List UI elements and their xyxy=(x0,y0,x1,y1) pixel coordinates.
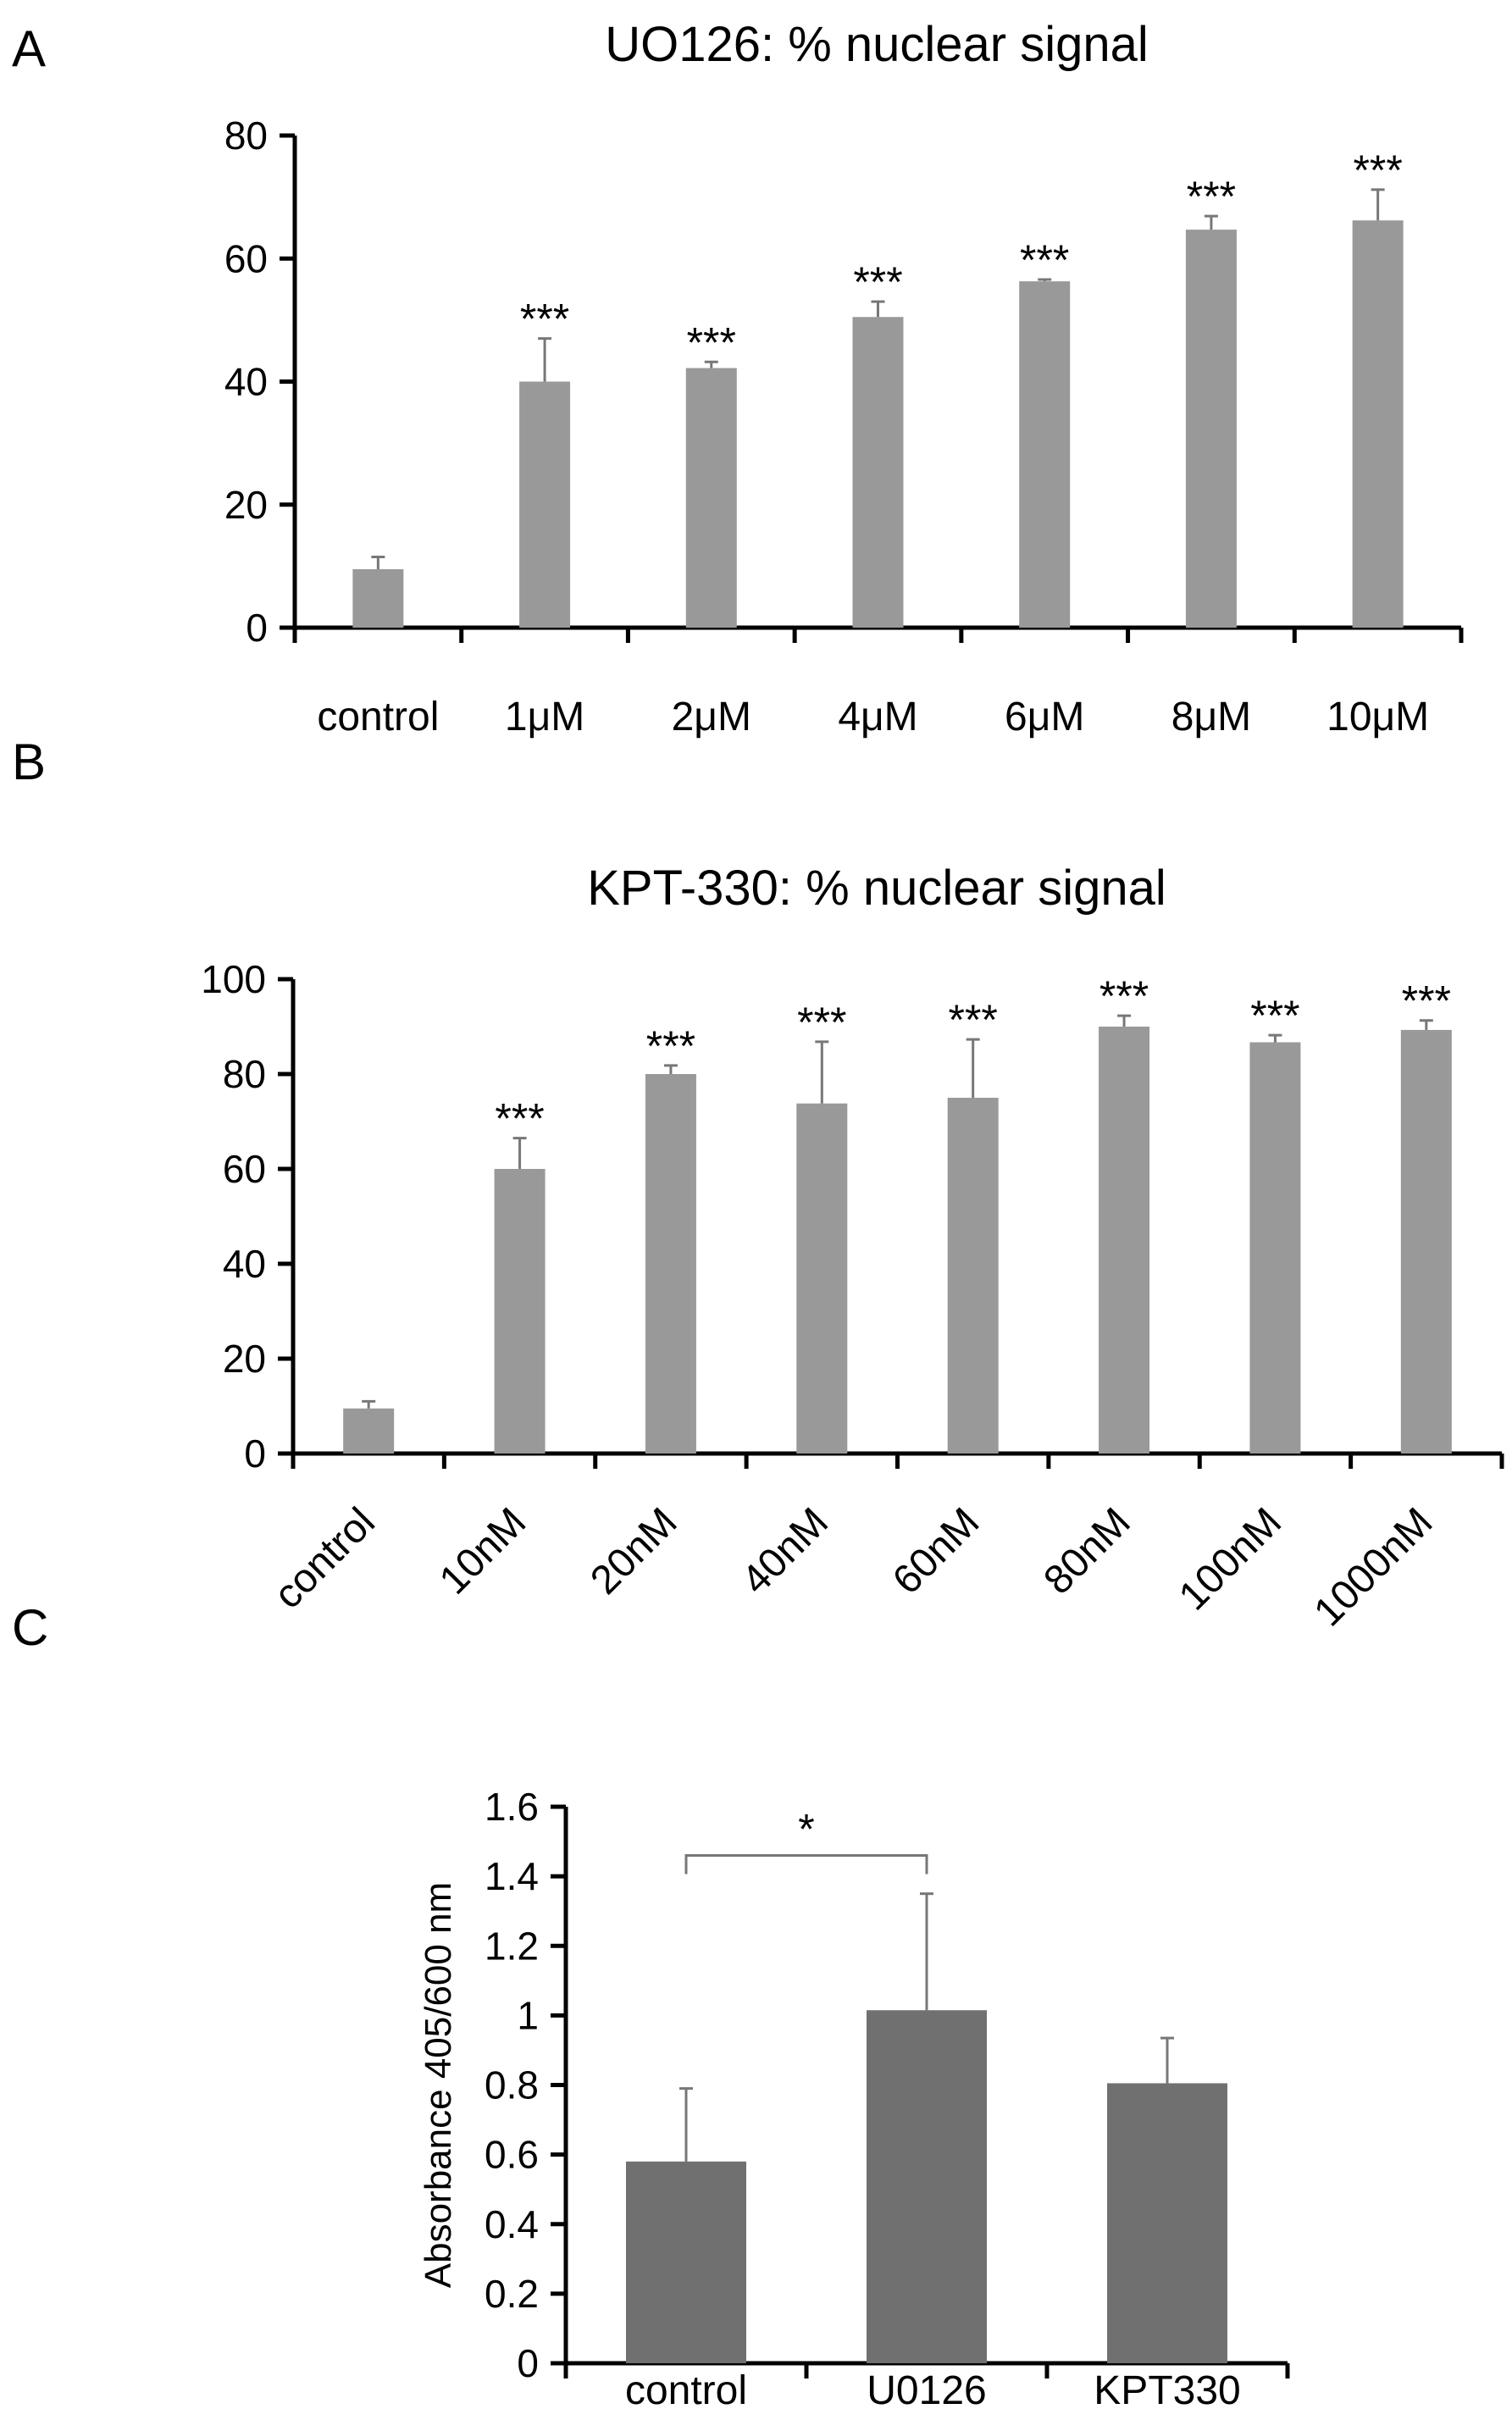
significance-label: *** xyxy=(687,318,736,366)
category-label: 80nM xyxy=(1035,1499,1138,1603)
bar-7 xyxy=(1400,1029,1452,1454)
category-label: 10μM xyxy=(1326,695,1429,739)
y-tick-label: 0.4 xyxy=(485,2202,539,2246)
chart-b: KPT-330: % nuclear signal 0 20 40 60 80 100 con… xyxy=(201,861,1504,1635)
bar-0 xyxy=(352,569,404,628)
category-label: 10nM xyxy=(431,1499,534,1603)
bar-5 xyxy=(1185,230,1237,628)
y-tick-label: 40 xyxy=(223,1242,266,1286)
significance-label: *** xyxy=(1353,147,1402,194)
category-label: 1μM xyxy=(505,695,584,739)
bar-1 xyxy=(494,1169,546,1454)
significance-label: *** xyxy=(949,996,998,1044)
bar-5 xyxy=(1099,1027,1150,1454)
bar-0 xyxy=(626,2161,746,2363)
y-axis-label: Absorbance 405/600 nm xyxy=(418,1882,459,2288)
significance-label: *** xyxy=(1099,972,1149,1020)
significance-label: * xyxy=(798,1805,814,1852)
panel-letter-b: B xyxy=(12,734,46,790)
significance-label: *** xyxy=(1250,992,1299,1039)
y-tick-label: 60 xyxy=(223,1147,266,1191)
category-label: control xyxy=(317,695,439,739)
category-label: 6μM xyxy=(1005,695,1084,739)
y-tick-label: 60 xyxy=(224,236,268,280)
bar-6 xyxy=(1352,220,1404,628)
category-label: 2μM xyxy=(672,695,751,739)
significance-label: *** xyxy=(1187,173,1236,220)
category-label: 40nM xyxy=(734,1499,837,1603)
significance-label: *** xyxy=(495,1095,544,1143)
bar-1 xyxy=(867,2010,987,2363)
chart-c: Absorbance 405/600 nm 0 0.2 0.4 0.6 0.8 1 1.2 1.… xyxy=(418,1785,1290,2413)
bar-4 xyxy=(947,1098,999,1454)
chart-title: UO126: % nuclear signal xyxy=(605,17,1149,72)
bar-4 xyxy=(1019,281,1071,628)
category-label: 100nM xyxy=(1171,1499,1290,1619)
y-tick-label: 20 xyxy=(224,483,268,527)
y-tick-label: 0 xyxy=(517,2341,539,2385)
category-label: 20nM xyxy=(582,1499,685,1603)
y-tick-label: 1.6 xyxy=(485,1785,539,1829)
y-tick-label: 20 xyxy=(223,1337,266,1381)
y-tick-label: 1 xyxy=(517,1993,539,2037)
category-label: 4μM xyxy=(838,695,917,739)
significance-label: *** xyxy=(797,999,846,1046)
y-tick-label: 0 xyxy=(244,1432,266,1476)
y-tick-label: 0 xyxy=(246,606,268,650)
y-tick-label: 1.4 xyxy=(485,1854,539,1898)
bar-3 xyxy=(852,317,904,628)
significance-label: *** xyxy=(853,258,902,306)
bar-3 xyxy=(796,1103,848,1454)
y-tick-label: 0.8 xyxy=(485,2063,539,2107)
bar-1 xyxy=(519,381,571,628)
chart-a: UO126: % nuclear signal 0 20 40 60 80 control *… xyxy=(224,17,1464,739)
bar-0 xyxy=(343,1408,395,1454)
panel-letter-c: C xyxy=(12,1599,48,1656)
significance-label: *** xyxy=(520,296,569,343)
significance-bracket xyxy=(684,1853,928,1875)
significance-label: *** xyxy=(1020,236,1069,284)
category-label: control xyxy=(266,1499,384,1617)
y-tick-label: 1.2 xyxy=(485,1924,539,1968)
y-tick-label: 40 xyxy=(224,360,268,404)
y-tick-label: 100 xyxy=(201,957,266,1001)
category-label: 8μM xyxy=(1171,695,1251,739)
bar-2 xyxy=(685,368,737,628)
significance-label: *** xyxy=(1402,977,1451,1025)
bar-2 xyxy=(645,1074,696,1454)
y-tick-label: 0.6 xyxy=(485,2133,539,2177)
category-label: 60nM xyxy=(884,1499,988,1603)
y-tick-label: 0.2 xyxy=(485,2272,539,2316)
y-tick-label: 80 xyxy=(224,114,268,158)
y-tick-label: 80 xyxy=(223,1052,266,1096)
category-label: control xyxy=(625,2368,747,2413)
bar-2 xyxy=(1107,2083,1227,2363)
panel-letter-a: A xyxy=(12,20,46,77)
significance-label: *** xyxy=(646,1022,695,1070)
category-label: U0126 xyxy=(867,2368,986,2413)
bar-6 xyxy=(1249,1042,1301,1454)
category-label: KPT330 xyxy=(1094,2368,1240,2413)
chart-title: KPT-330: % nuclear signal xyxy=(587,861,1166,916)
category-label: 1000nM xyxy=(1305,1499,1441,1635)
